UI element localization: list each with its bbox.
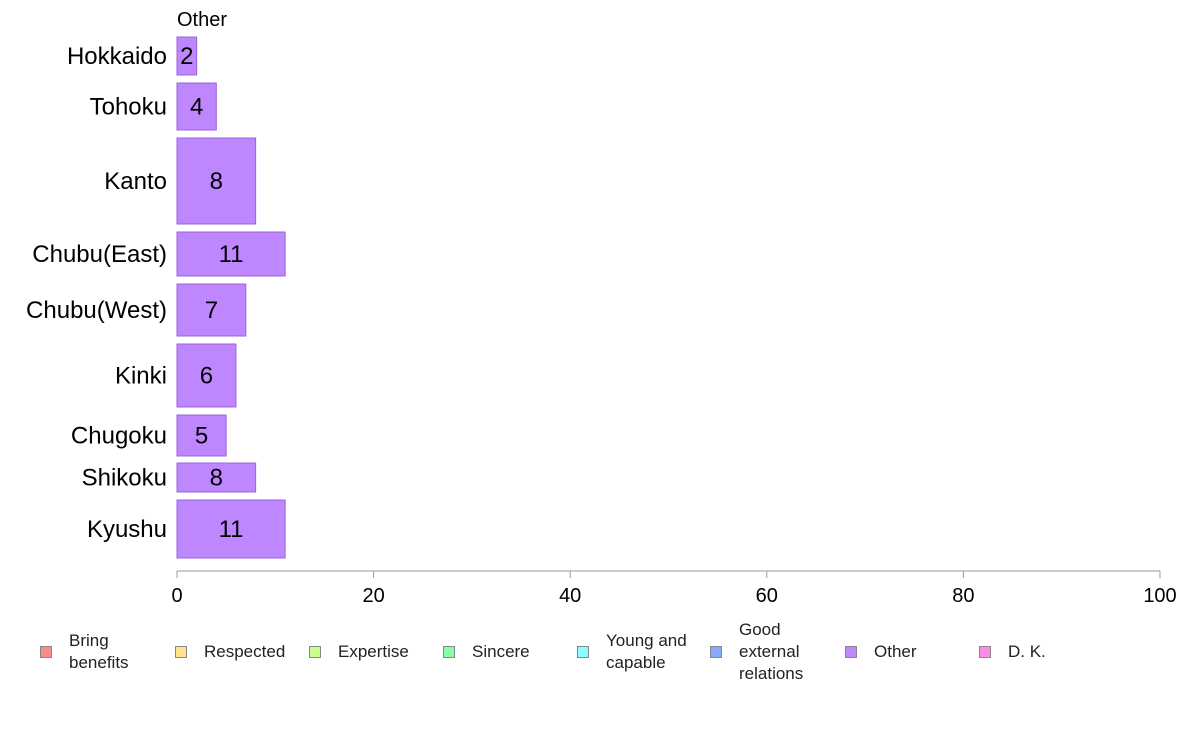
legend-swatch [40,646,52,658]
legend-swatch [577,646,589,658]
bar-kyushu [176,499,286,559]
bar-value-label: 8 [210,168,223,195]
legend-swatch [309,646,321,658]
bar-value-label: 11 [219,516,244,543]
legend-item: Good external relations [710,619,803,685]
category-label: Chubu(East) [32,241,167,268]
legend-swatch [845,646,857,658]
legend: Bring benefits Respected Expertise Sincere Y… [0,618,1188,698]
category-label: Tohoku [90,94,167,121]
x-tick-label: 40 [559,585,581,607]
panel-title: Other [177,9,227,31]
category-label: Shikoku [82,465,167,492]
legend-item: Young and capable [577,630,687,674]
legend-swatch [443,646,455,658]
legend-item: Sincere [443,641,530,663]
category-labels: Hokkaido Tohoku Kanto Chubu(East) Chubu(West… [26,43,167,543]
legend-swatch [979,646,991,658]
legend-label: Sincere [472,642,530,661]
x-tick-label: 0 [171,585,182,607]
category-label: Kinki [115,363,167,390]
legend-item: Respected [175,641,285,663]
category-label: Kyushu [87,516,167,543]
legend-item: Bring benefits [40,630,129,674]
category-label: Hokkaido [67,43,167,70]
legend-swatch [175,646,187,658]
bar-tohoku [176,82,217,131]
bar-value-label: 6 [200,363,213,390]
x-tick-label: 80 [952,585,974,607]
legend-label: Other [874,642,917,661]
legend-label: D. K. [1008,642,1046,661]
bar-value-label: 7 [205,297,218,324]
bar-kinki [176,343,237,408]
bar-hokkaido [176,36,198,76]
legend-label: Young and capable [606,631,687,672]
bar-value-label: 11 [219,241,244,268]
x-tick-label: 20 [362,585,384,607]
bar-value-label: 2 [180,43,193,70]
bar-value-label: 8 [210,465,223,492]
bar-shikoku [176,462,257,493]
legend-item: Other [845,641,917,663]
legend-item: Expertise [309,641,409,663]
category-label: Chubu(West) [26,297,167,324]
category-label: Chugoku [71,423,167,450]
bar-value-label: 4 [190,94,203,121]
bar-chubu-west [176,283,247,337]
bar-kanto [176,137,257,225]
bar-chugoku [176,414,227,457]
x-tick-label: 100 [1143,585,1176,607]
legend-label: Respected [204,642,286,661]
x-axis: 0 20 40 60 80 100 [171,570,1177,607]
bar-chubu-east [176,231,286,277]
legend-label: Good external relations [739,620,804,683]
x-tick-label: 60 [756,585,778,607]
legend-swatch [710,646,722,658]
bar-value-label: 5 [195,423,208,450]
category-label: Kanto [104,168,167,195]
legend-item: D. K. [979,641,1046,663]
legend-label: Expertise [338,642,409,661]
legend-label: Bring benefits [69,631,129,672]
